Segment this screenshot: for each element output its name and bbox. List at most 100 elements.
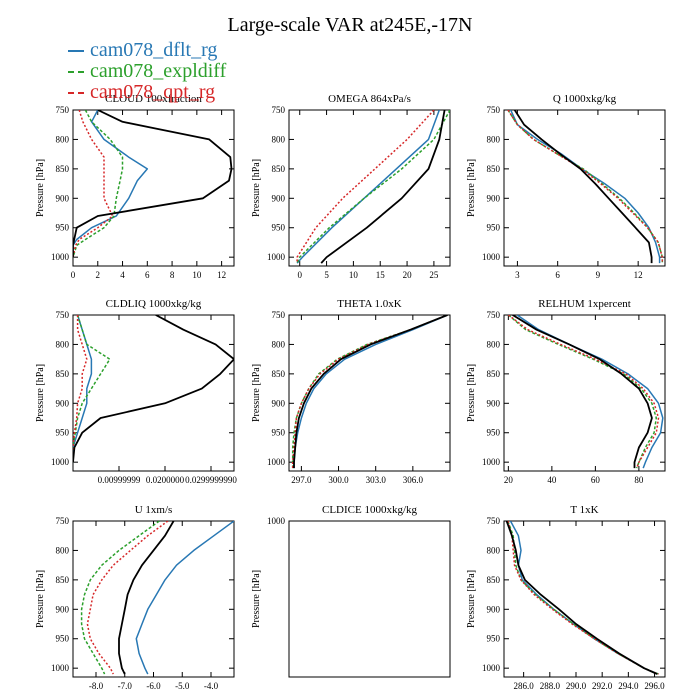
x-tick-label: 40 bbox=[547, 475, 557, 485]
x-tick-label: 300.0 bbox=[328, 475, 349, 485]
series-line bbox=[510, 110, 661, 264]
y-tick-label: 950 bbox=[487, 428, 501, 438]
x-tick-label: 0.0299999990 bbox=[185, 475, 237, 485]
x-tick-label: -7.0 bbox=[118, 681, 133, 691]
y-axis-label: Pressure [hPa] bbox=[466, 159, 477, 217]
series-group bbox=[73, 315, 234, 463]
legend-label: cam078_expldiff bbox=[90, 60, 227, 82]
chart-panel: CLDLIQ 1000xkg/kg Pressure [hPa] 750 800 850… bbox=[35, 298, 237, 485]
x-tick-label: -6.0 bbox=[146, 681, 161, 691]
y-tick-label: 800 bbox=[487, 339, 501, 349]
plot-frame bbox=[503, 109, 666, 267]
series-group bbox=[289, 0, 450, 521]
y-tick-label: 950 bbox=[56, 223, 70, 233]
y-tick-label: 800 bbox=[272, 134, 286, 144]
y-tick-label: 900 bbox=[487, 193, 501, 203]
x-tick-label: 294.0 bbox=[618, 681, 639, 691]
x-tick-label: 80 bbox=[634, 475, 644, 485]
chart-title: U 1xm/s bbox=[135, 504, 173, 516]
y-tick-label: 950 bbox=[487, 223, 501, 233]
y-tick-label: 800 bbox=[56, 134, 70, 144]
x-tick-label: 0.0200000 bbox=[146, 475, 185, 485]
x-tick-label: 297.0 bbox=[291, 475, 312, 485]
series-line bbox=[507, 521, 659, 675]
x-tick-label: 15 bbox=[376, 270, 386, 280]
y-tick-label: 1000 bbox=[267, 457, 286, 467]
y-tick-label: 800 bbox=[487, 545, 501, 555]
series-line bbox=[320, 110, 446, 264]
plot-frame bbox=[503, 520, 666, 678]
plot-frame bbox=[72, 109, 235, 267]
y-tick-label: 950 bbox=[272, 428, 286, 438]
series-line bbox=[512, 315, 653, 469]
series-line bbox=[73, 315, 93, 463]
chart-panel: CLDICE 1000xkg/kg Pressure [hPa] 1000 bbox=[251, 0, 451, 678]
series-line bbox=[73, 315, 88, 463]
series-group bbox=[291, 315, 448, 469]
x-tick-label: 6 bbox=[145, 270, 150, 280]
y-axis-label: Pressure [hPa] bbox=[466, 364, 477, 422]
legend: cam078_dflt_rg cam078_expldiff cam078_qpt_… bbox=[68, 40, 226, 103]
series-line bbox=[507, 110, 664, 264]
plot-frame bbox=[72, 314, 235, 472]
y-tick-label: 900 bbox=[56, 193, 70, 203]
series-line bbox=[73, 110, 114, 258]
x-tick-label: 288.0 bbox=[540, 681, 561, 691]
x-tick-label: 286.0 bbox=[514, 681, 535, 691]
y-axis-label: Pressure [hPa] bbox=[35, 570, 46, 628]
y-tick-label: 800 bbox=[56, 339, 70, 349]
x-tick-label: 303.0 bbox=[366, 475, 387, 485]
y-tick-label: 1000 bbox=[51, 252, 70, 262]
y-tick-label: 850 bbox=[487, 369, 501, 379]
series-line bbox=[296, 110, 441, 264]
y-tick-label: 1000 bbox=[267, 252, 286, 262]
series-line bbox=[507, 110, 664, 264]
series-line bbox=[291, 315, 448, 469]
legend-item: cam078_dflt_rg bbox=[68, 40, 226, 61]
chart-panel: Q 1000xkg/kg Pressure [hPa] 750 800 850 900 95… bbox=[466, 93, 666, 280]
y-tick-label: 750 bbox=[487, 105, 501, 115]
x-tick-label: 12 bbox=[634, 270, 643, 280]
x-tick-label: -8.0 bbox=[89, 681, 104, 691]
series-line bbox=[73, 315, 234, 463]
y-tick-label: 1000 bbox=[51, 663, 70, 673]
x-tick-label: 8 bbox=[170, 270, 175, 280]
y-tick-label: 950 bbox=[487, 634, 501, 644]
x-tick-label: -5.0 bbox=[175, 681, 190, 691]
legend-label: cam078_qpt_rg bbox=[90, 81, 216, 103]
series-line bbox=[73, 110, 149, 258]
legend-swatch bbox=[68, 71, 84, 74]
plot-frame bbox=[288, 314, 451, 472]
y-tick-label: 850 bbox=[487, 164, 501, 174]
chart-panel: CLOUD 100xfraction Pressure [hPa] 750 800 85… bbox=[35, 93, 235, 280]
x-tick-label: 20 bbox=[403, 270, 413, 280]
plot-frame bbox=[288, 520, 451, 678]
x-tick-label: 0 bbox=[297, 270, 302, 280]
chart-title: OMEGA 864xPa/s bbox=[328, 93, 411, 105]
x-tick-label: 290.0 bbox=[566, 681, 587, 691]
series-line bbox=[118, 521, 175, 675]
series-line bbox=[291, 315, 448, 469]
y-tick-label: 900 bbox=[56, 398, 70, 408]
y-axis-label: Pressure [hPa] bbox=[35, 159, 46, 217]
legend-label: cam078_dflt_rg bbox=[90, 39, 218, 61]
y-tick-label: 950 bbox=[56, 634, 70, 644]
legend-swatch bbox=[68, 50, 84, 53]
x-tick-label: 292.0 bbox=[592, 681, 613, 691]
chart-title: Q 1000xkg/kg bbox=[553, 93, 617, 105]
series-line bbox=[296, 110, 450, 264]
y-tick-label: 1000 bbox=[51, 457, 70, 467]
series-group bbox=[73, 110, 233, 258]
y-tick-label: 750 bbox=[56, 516, 70, 526]
series-line bbox=[296, 110, 435, 264]
series-line bbox=[289, 0, 450, 521]
x-tick-label: 10 bbox=[349, 270, 359, 280]
chart-title: THETA 1.0xK bbox=[337, 298, 402, 310]
y-tick-label: 850 bbox=[56, 164, 70, 174]
y-tick-label: 1000 bbox=[482, 663, 501, 673]
y-axis-label: Pressure [hPa] bbox=[35, 364, 46, 422]
series-line bbox=[509, 521, 659, 675]
x-tick-label: 5 bbox=[324, 270, 329, 280]
y-tick-label: 1000 bbox=[267, 516, 286, 526]
